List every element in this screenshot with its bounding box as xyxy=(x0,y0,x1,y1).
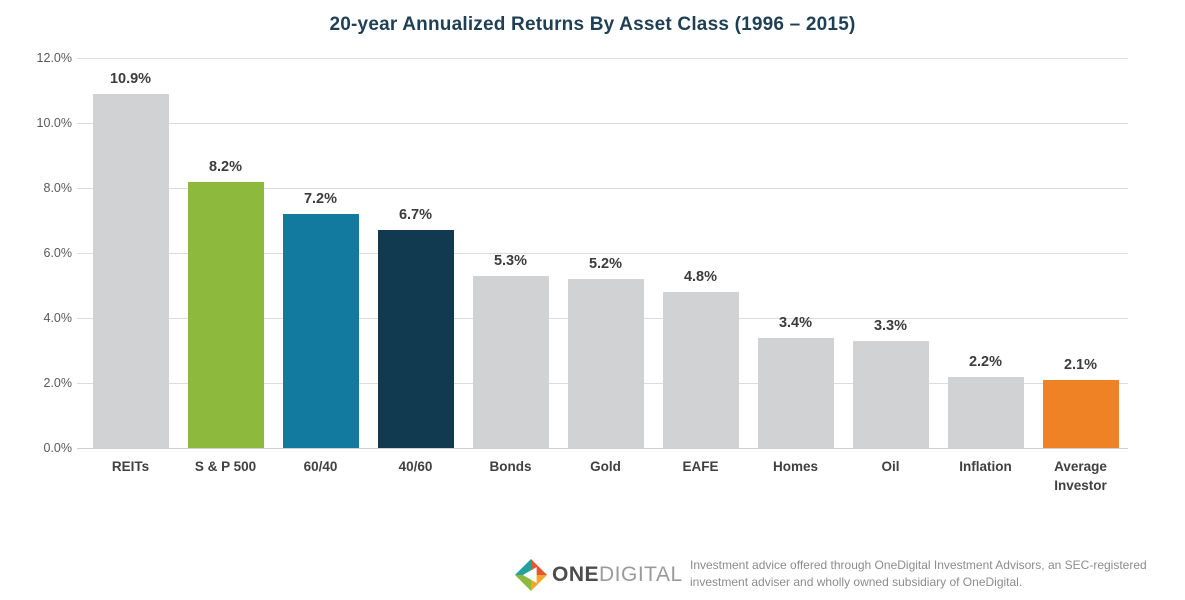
gridline xyxy=(77,58,1128,59)
y-axis-tick-label: 10.0% xyxy=(36,116,72,130)
x-axis-label: Bonds xyxy=(489,459,532,474)
bar-value-label: 10.9% xyxy=(109,70,152,87)
bar-value-label: 2.1% xyxy=(1063,356,1098,373)
bar-slot: 6.7% xyxy=(368,58,463,448)
x-axis-label: 60/40 xyxy=(303,459,338,474)
bar-slot: 3.3% xyxy=(843,58,938,448)
y-axis-tick-label: 2.0% xyxy=(43,376,73,390)
y-axis-tick-label: 4.0% xyxy=(43,311,73,325)
x-axis-label: S & P 500 xyxy=(194,459,257,474)
x-axis-label: 40/60 xyxy=(398,459,433,474)
x-axis-label: Inflation xyxy=(959,459,1012,474)
bar-value-label: 3.4% xyxy=(778,314,813,331)
bar-gold xyxy=(567,279,644,448)
bar-reits xyxy=(92,93,169,448)
x-axis-label: Gold xyxy=(590,459,621,474)
plot-area: 10.9% 8.2% 7.2% 6.7% 5.3% 5.2% 4.8% 3.4% 3.3% 2.2… xyxy=(77,58,1128,449)
y-axis: 12.0% 10.0% 8.0% 6.0% 4.0% 2.0% 0.0% xyxy=(0,51,73,455)
y-axis-tick-label: 8.0% xyxy=(43,181,73,195)
bar-slot: 8.2% xyxy=(178,58,273,448)
bar-value-label: 8.2% xyxy=(208,158,243,175)
x-axis-label: Average Investor xyxy=(1054,459,1107,493)
bar-value-label: 6.7% xyxy=(398,207,433,224)
y-axis-tick-label: 6.0% xyxy=(43,246,73,260)
bar-value-label: 7.2% xyxy=(303,191,338,207)
bar-value-label: 3.3% xyxy=(873,317,908,334)
gridline xyxy=(77,188,1128,189)
bar-value-label: 5.2% xyxy=(588,256,623,272)
gridline xyxy=(77,448,1128,449)
x-axis: REITs S & P 500 60/40 40/60 Bonds Gold EAFE Hom… xyxy=(83,458,1128,496)
bar-eafe xyxy=(662,292,739,448)
bar-value-label: 4.8% xyxy=(683,269,718,285)
bar-slot: 2.2% xyxy=(938,58,1033,448)
bar-average-investor xyxy=(1042,379,1119,448)
onedigital-logo: ONEDIGITAL xyxy=(514,558,683,592)
x-axis-label: Oil xyxy=(881,459,900,474)
chart-title: 20-year Annualized Returns By Asset Clas… xyxy=(329,14,856,35)
x-axis-label: Homes xyxy=(772,459,818,474)
bar-60-40 xyxy=(282,214,359,448)
x-axis-label: REITs xyxy=(111,459,150,474)
bar-s-p-500 xyxy=(187,181,264,448)
bar-slot: 5.3% xyxy=(463,58,558,448)
disclaimer-text: Investment advice offered through OneDig… xyxy=(690,558,1147,590)
bar-slot: 7.2% xyxy=(273,58,368,448)
bar-slot: 10.9% xyxy=(83,58,178,448)
bar-slot: 2.1% xyxy=(1033,58,1128,448)
bar-slot: 4.8% xyxy=(653,58,748,448)
bar-value-label: 5.3% xyxy=(493,252,528,269)
y-axis-tick-label: 0.0% xyxy=(43,441,73,455)
bar-40-60 xyxy=(377,230,454,448)
onedigital-wordmark: ONEDIGITAL xyxy=(552,563,683,587)
bar-oil xyxy=(852,340,929,448)
bar-slot: 5.2% xyxy=(558,58,653,448)
logo-one-text: ONE xyxy=(552,563,600,586)
bar-series: 10.9% 8.2% 7.2% 6.7% 5.3% 5.2% 4.8% 3.4% 3.3% 2.2… xyxy=(83,58,1128,448)
bar-homes xyxy=(757,337,834,448)
gridline xyxy=(77,253,1128,254)
bar-bonds xyxy=(472,275,549,448)
logo-digital-text: DIGITAL xyxy=(599,563,683,586)
x-axis-label: EAFE xyxy=(682,459,719,474)
onedigital-logo-icon xyxy=(514,558,548,592)
bar-slot: 3.4% xyxy=(748,58,843,448)
gridline xyxy=(77,123,1128,124)
y-axis-tick-label: 12.0% xyxy=(36,51,72,65)
footer: ONEDIGITAL Investment advice offered thr… xyxy=(0,552,1185,600)
bar-inflation xyxy=(947,376,1024,448)
bar-value-label: 2.2% xyxy=(968,353,1003,370)
